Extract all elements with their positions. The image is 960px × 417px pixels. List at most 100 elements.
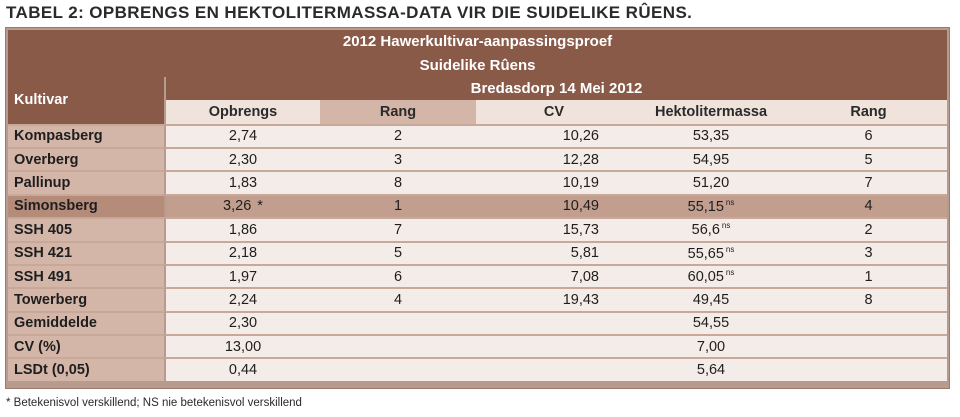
rang-cell: 5 — [320, 240, 476, 264]
cv-cell: 15,73 — [476, 217, 632, 241]
hektolitermassa-cell: 55,65 ns — [632, 240, 790, 264]
cv-value: 10,49 — [562, 198, 599, 215]
banner-line1: 2012 Hawerkultivar-aanpassingsproef — [8, 30, 948, 54]
table-row: LSDt (0,05) 0,44 5,64 — [8, 357, 948, 381]
rang-value: 2 — [393, 128, 403, 145]
footnote: * Betekenisvol verskillend; NS nie betek… — [6, 397, 302, 409]
row-kultivar-cell: Gemiddelde — [8, 310, 164, 335]
row-kultivar-cell: CV (%) — [8, 334, 164, 358]
ns-mark: ns — [725, 268, 735, 278]
cv-cell: 10,26 — [476, 123, 632, 147]
opbrengs-value: 13,00 — [224, 338, 262, 355]
location-date: Bredasdorp 14 Mei 2012 — [164, 76, 948, 101]
cv-value: 10,26 — [562, 128, 599, 145]
opbrengs-value: 2,24 — [228, 291, 258, 308]
opbrengs-value: 3,26 — [223, 198, 252, 215]
rang-value: 8 — [393, 175, 403, 192]
kultivar-name: Pallinup — [14, 175, 71, 192]
rang2-value: 2 — [864, 221, 873, 238]
table-row: Overberg 2,30 3 12,28 54,95 5 — [8, 146, 948, 171]
opbrengs-value: 1,97 — [228, 268, 258, 285]
rang2-cell: 1 — [790, 263, 948, 288]
cv-cell — [476, 334, 632, 358]
opbrengs-value: 0,44 — [228, 362, 258, 379]
kultivar-name: Simonsberg — [14, 198, 98, 215]
kultivar-name: LSDt (0,05) — [14, 362, 90, 379]
kultivar-name: Gemiddelde — [14, 315, 97, 332]
hektolitermassa-value: 60,05 — [687, 269, 724, 286]
cv-value: 10,19 — [562, 175, 599, 192]
table-row: Kompasberg 2,74 2 10,26 53,35 6 — [8, 123, 948, 147]
cv-cell: 7,08 — [476, 263, 632, 288]
table-row: Towerberg 2,24 4 19,43 49,45 8 — [8, 287, 948, 311]
rang2-value: 8 — [864, 291, 873, 308]
row-kultivar-cell: Towerberg — [8, 287, 164, 311]
rang-cell — [320, 310, 476, 335]
table-row: Gemiddelde 2,30 54,55 — [8, 310, 948, 335]
table-row: CV (%) 13,00 7,00 — [8, 334, 948, 358]
hektolitermassa-cell: 53,35 — [632, 123, 790, 147]
cv-value: 5,81 — [570, 245, 599, 262]
rang2-cell: 4 — [790, 193, 948, 218]
opbrengs-cell: 2,18 — [164, 240, 320, 264]
cv-cell: 19,43 — [476, 287, 632, 311]
opbrengs-cell: 2,24 — [164, 287, 320, 311]
rang2-cell: 3 — [790, 240, 948, 264]
rang-cell: 4 — [320, 287, 476, 311]
rang-value: 3 — [393, 151, 403, 168]
opbrengs-value: 1,86 — [228, 221, 258, 238]
hektolitermassa-value: 54,95 — [692, 151, 730, 168]
cv-value: 15,73 — [562, 221, 599, 238]
kultivar-name: Overberg — [14, 151, 79, 168]
row-kultivar-cell: LSDt (0,05) — [8, 357, 164, 381]
kultivar-header: Kultivar — [8, 76, 164, 124]
rang-value: 7 — [393, 221, 403, 238]
opbrengs-cell: 13,00 — [164, 334, 320, 358]
opbrengs-value: 2,30 — [228, 151, 258, 168]
hektolitermassa-cell: 55,15 ns — [632, 193, 790, 218]
opbrengs-value: 2,30 — [228, 315, 258, 332]
rang2-cell: 8 — [790, 287, 948, 311]
hektolitermassa-cell: 54,55 — [632, 310, 790, 335]
row-kultivar-cell: SSH 491 — [8, 263, 164, 288]
table-row: SSH 491 1,97 6 7,08 60,05 ns 1 — [8, 263, 948, 288]
kultivar-name: SSH 491 — [14, 268, 73, 285]
kultivar-name: SSH 405 — [14, 221, 73, 238]
rang2-value: 5 — [864, 151, 873, 168]
rang-value: 6 — [393, 268, 403, 285]
cv-cell: 12,28 — [476, 146, 632, 171]
opbrengs-cell: 2,30 — [164, 310, 320, 335]
rang-cell — [320, 334, 476, 358]
rang2-cell: 6 — [790, 123, 948, 147]
rang-value: 1 — [393, 198, 403, 215]
opbrengs-cell: 2,30 — [164, 146, 320, 171]
cv-cell — [476, 310, 632, 335]
hektolitermassa-value: 56,6 — [691, 222, 720, 239]
row-kultivar-cell: Simonsberg — [8, 193, 164, 218]
table-row: SSH 421 2,18 5 5,81 55,65 ns 3 — [8, 240, 948, 264]
opbrengs-value: 2,74 — [228, 128, 258, 145]
rang2-cell: 7 — [790, 170, 948, 194]
col-header-hektolitermassa: Hektolitermassa — [632, 100, 790, 124]
rang-cell: 1 — [320, 193, 476, 218]
hektolitermassa-value: 49,45 — [692, 291, 730, 308]
hektolitermassa-value: 51,20 — [692, 175, 730, 192]
cv-cell — [476, 357, 632, 381]
rang2-cell — [790, 334, 948, 358]
hektolitermassa-value: 54,55 — [692, 315, 730, 332]
rang2-value: 6 — [864, 128, 873, 145]
kultivar-name: Towerberg — [14, 291, 88, 308]
rang-value: 5 — [393, 245, 403, 262]
rang2-cell — [790, 310, 948, 335]
col-header-opbrengs: Opbrengs — [164, 100, 320, 124]
rang2-value: 4 — [864, 198, 873, 215]
col-header-rang2: Rang — [790, 100, 948, 124]
table-title: TABEL 2: OPBRENGS EN HEKTOLITERMASSA-DAT… — [6, 3, 693, 22]
row-kultivar-cell: SSH 405 — [8, 217, 164, 241]
table-row: Simonsberg 3,26 * 1 10,49 55,15 ns 4 — [8, 193, 948, 218]
significance-mark: * — [257, 198, 263, 215]
hektolitermassa-cell: 5,64 — [632, 357, 790, 381]
cv-cell: 10,49 — [476, 193, 632, 218]
hektolitermassa-value: 7,00 — [696, 338, 726, 355]
rang-cell: 8 — [320, 170, 476, 194]
